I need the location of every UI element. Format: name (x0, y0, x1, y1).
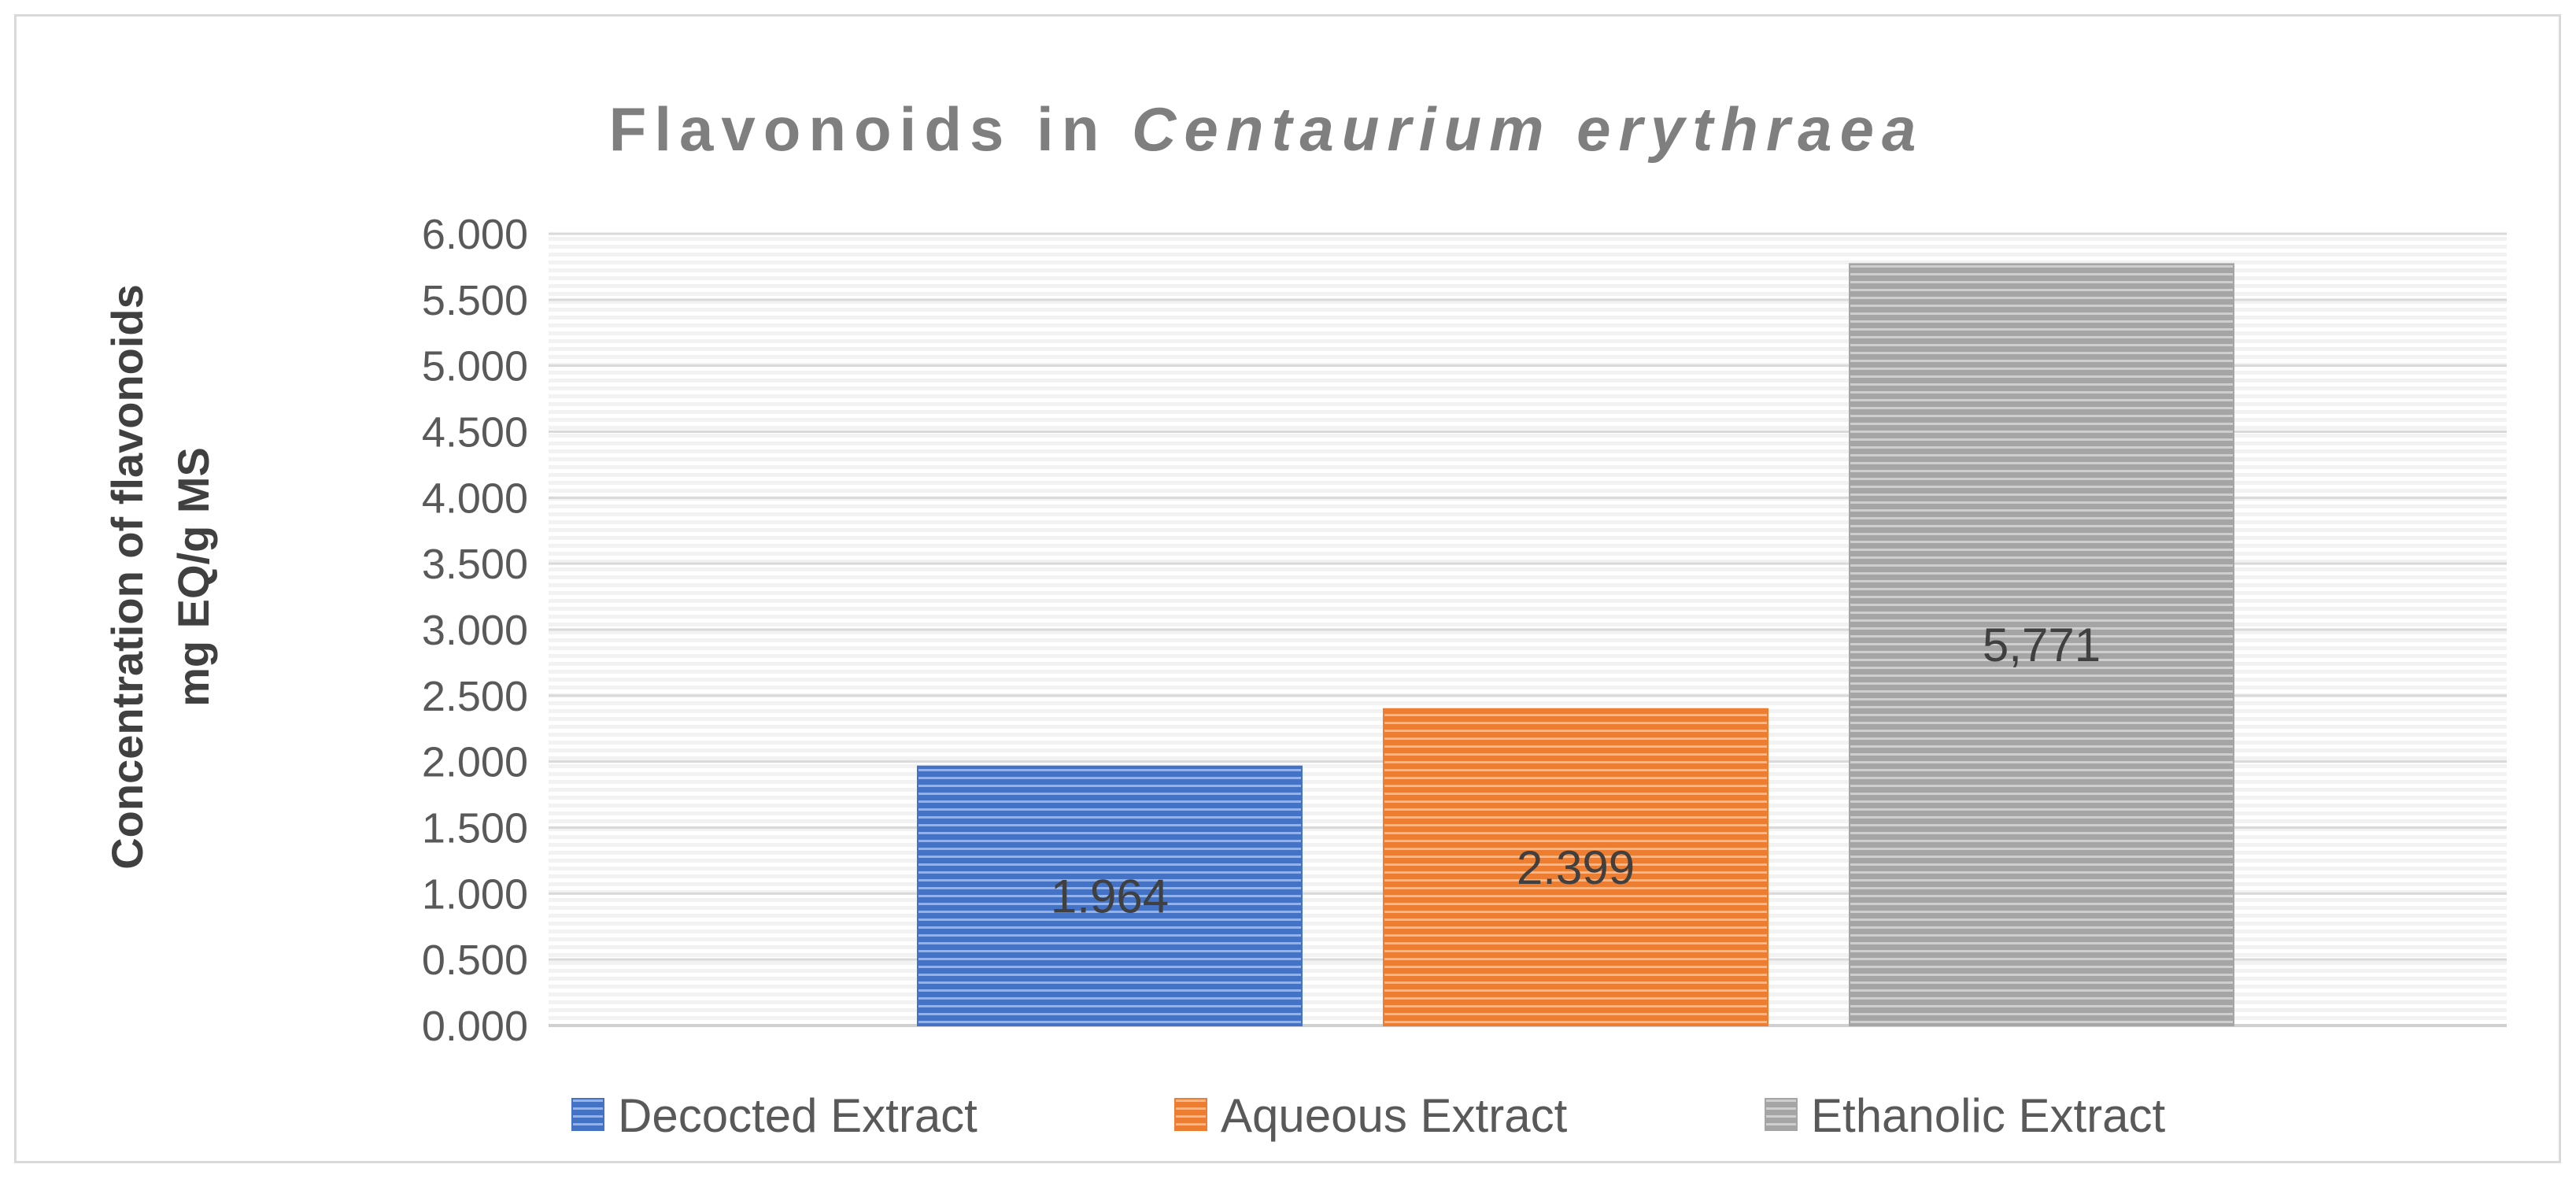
y-tick-label: 1.000 (422, 870, 528, 918)
legend-item: Ethanolic Extract (1765, 1089, 2166, 1142)
y-tick-label: 0.000 (422, 1003, 528, 1050)
bars (917, 263, 2234, 1026)
y-axis-label: Concentration of flavonoids mg EQ/g MS (102, 284, 218, 870)
legend-swatch (1765, 1098, 1798, 1131)
legend-label: Decocted Extract (618, 1089, 978, 1142)
chart-title-italic: Centaurium erythraea (1132, 94, 1924, 164)
y-axis-label-line2: mg EQ/g MS (168, 447, 218, 707)
y-tick-labels: 0.000 0.500 1.000 1.500 2.000 2.500 3.000 3.500… (422, 211, 528, 1050)
chart-frame: Flavonoids in Centaurium erythraea Conce… (14, 14, 2561, 1163)
legend-label: Aqueous Extract (1221, 1089, 1568, 1142)
y-tick-label: 1.500 (422, 805, 528, 852)
y-tick-label: 2.500 (422, 673, 528, 720)
y-tick-label: 4.000 (422, 475, 528, 522)
y-axis-label-line1: Concentration of flavonoids (102, 284, 152, 870)
bar-decocted-extract (917, 765, 1303, 1026)
legend-swatch (1174, 1098, 1207, 1131)
y-tick-label: 0.500 (422, 937, 528, 984)
y-tick-label: 3.500 (422, 541, 528, 588)
legend-item: Decocted Extract (571, 1089, 978, 1142)
legend-item: Aqueous Extract (1174, 1089, 1568, 1142)
y-tick-label: 6.000 (422, 211, 528, 258)
chart-svg: Flavonoids in Centaurium erythraea Conce… (102, 94, 2507, 1142)
bar-ethanolic-extract (1849, 263, 2234, 1026)
y-tick-label: 5.500 (422, 277, 528, 324)
y-tick-label: 5.000 (422, 343, 528, 390)
data-label: 5,771 (1983, 619, 2101, 671)
legend: Decocted Extract Aqueous Extract Ethanolic… (571, 1089, 2166, 1142)
chart-title: Flavonoids in Centaurium erythraea (609, 94, 1924, 164)
data-labels: 1.964 2.399 5,771 (1051, 619, 2101, 922)
data-label: 1.964 (1051, 870, 1169, 922)
legend-swatch (571, 1098, 604, 1131)
bar-aqueous-extract (1383, 708, 1768, 1026)
chart-title-prefix: Flavonoids in (609, 94, 1132, 164)
y-tick-label: 4.500 (422, 409, 528, 456)
legend-label: Ethanolic Extract (1811, 1089, 2166, 1142)
y-tick-label: 2.000 (422, 739, 528, 786)
data-label: 2.399 (1517, 841, 1635, 894)
y-tick-label: 3.000 (422, 607, 528, 654)
